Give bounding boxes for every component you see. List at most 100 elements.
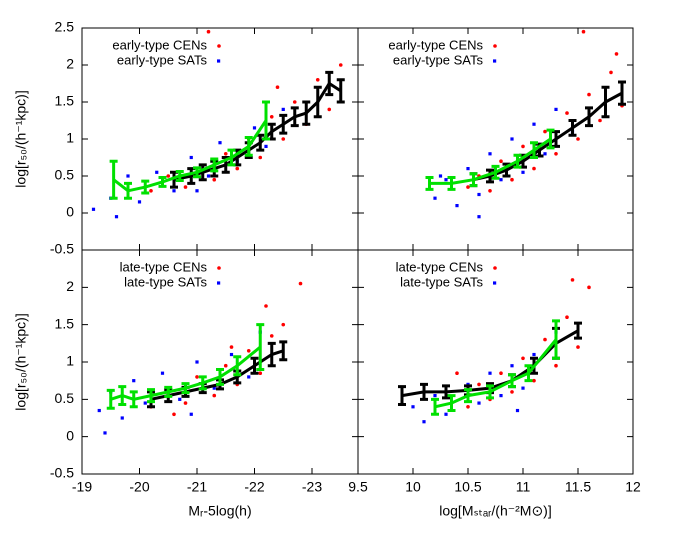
point — [195, 189, 199, 193]
point — [223, 363, 228, 368]
x-tick-label: 10.5 — [454, 479, 481, 495]
point — [581, 29, 586, 34]
error-bar — [447, 394, 456, 413]
error-bar — [491, 164, 500, 180]
error-bar — [552, 130, 560, 148]
point — [155, 170, 159, 174]
error-bar — [336, 78, 345, 104]
point — [438, 174, 443, 178]
error-bar — [574, 321, 582, 340]
y-tick-label: -0.5 — [50, 241, 74, 257]
error-bar — [175, 170, 184, 182]
error-bar — [118, 385, 127, 407]
error-bar — [250, 356, 259, 375]
point — [565, 315, 569, 320]
point — [235, 166, 240, 171]
error-bar — [420, 382, 428, 401]
point — [172, 189, 176, 193]
y-tick-label: 0 — [66, 427, 74, 443]
legend-marker — [217, 266, 221, 270]
point — [206, 174, 211, 178]
x-tick-label: -22 — [244, 479, 264, 495]
error-bar — [486, 384, 494, 400]
point — [183, 185, 188, 189]
point — [160, 371, 165, 375]
point — [195, 360, 199, 364]
point — [178, 397, 182, 401]
point — [554, 152, 558, 156]
error-bar — [267, 122, 276, 141]
error-bar — [216, 367, 224, 386]
legend-label: early-type SATs — [117, 52, 208, 67]
error-bar — [244, 136, 253, 157]
error-bar — [546, 128, 555, 150]
error-bar — [233, 355, 242, 377]
point — [229, 345, 234, 349]
error-bar — [398, 385, 406, 407]
error-bar — [124, 181, 132, 200]
point — [543, 337, 547, 342]
point — [189, 155, 193, 160]
point — [338, 63, 343, 67]
point — [172, 412, 176, 417]
point — [246, 349, 251, 353]
point — [521, 170, 525, 174]
x-axis-label: Mᵣ-5log(h) — [188, 503, 251, 519]
point — [466, 405, 470, 409]
point — [614, 52, 619, 56]
point — [532, 122, 536, 126]
error-bar — [147, 388, 155, 404]
error-bar — [193, 166, 201, 179]
point — [510, 177, 514, 182]
point — [223, 152, 228, 156]
error-bar — [508, 373, 516, 389]
point — [103, 431, 107, 435]
point — [269, 115, 274, 119]
point — [258, 371, 263, 376]
error-bar — [601, 85, 610, 119]
legend-label: late-type CENs — [396, 259, 484, 274]
error-bar — [442, 384, 450, 400]
point — [477, 192, 481, 197]
error-bar — [227, 148, 236, 167]
x-tick-label: 11.5 — [565, 479, 591, 495]
error-bar — [469, 172, 478, 188]
point — [252, 126, 257, 130]
point — [327, 107, 332, 112]
point — [499, 394, 503, 398]
point — [515, 408, 520, 413]
point — [433, 196, 437, 200]
error-bar — [279, 113, 288, 135]
point — [565, 111, 569, 115]
error-bar — [106, 388, 115, 410]
point — [570, 278, 575, 282]
point — [315, 78, 320, 82]
legend-label: late-type CENs — [120, 259, 208, 274]
point — [532, 378, 536, 383]
y-tick-label: 0.5 — [55, 167, 75, 183]
point — [189, 412, 193, 416]
point — [433, 394, 437, 398]
error-bar — [210, 157, 219, 173]
point — [264, 144, 268, 148]
error-bar — [325, 70, 334, 97]
legend-marker — [217, 44, 221, 48]
x-tick-label: 11 — [516, 479, 531, 495]
legend-marker — [493, 281, 497, 285]
error-bar — [129, 390, 138, 409]
y-tick-label: 0 — [66, 204, 74, 220]
error-bar — [164, 385, 173, 398]
point — [143, 401, 147, 405]
mean-line — [110, 345, 262, 401]
point — [455, 371, 459, 376]
x-tick-label: 10 — [405, 479, 421, 495]
point — [554, 363, 558, 368]
legend-marker — [493, 44, 497, 48]
point — [521, 144, 525, 149]
point — [499, 178, 503, 182]
point — [455, 204, 459, 208]
error-bar — [198, 375, 207, 391]
point — [609, 70, 613, 75]
y-tick-label: 0.5 — [55, 390, 75, 406]
point — [543, 129, 547, 134]
